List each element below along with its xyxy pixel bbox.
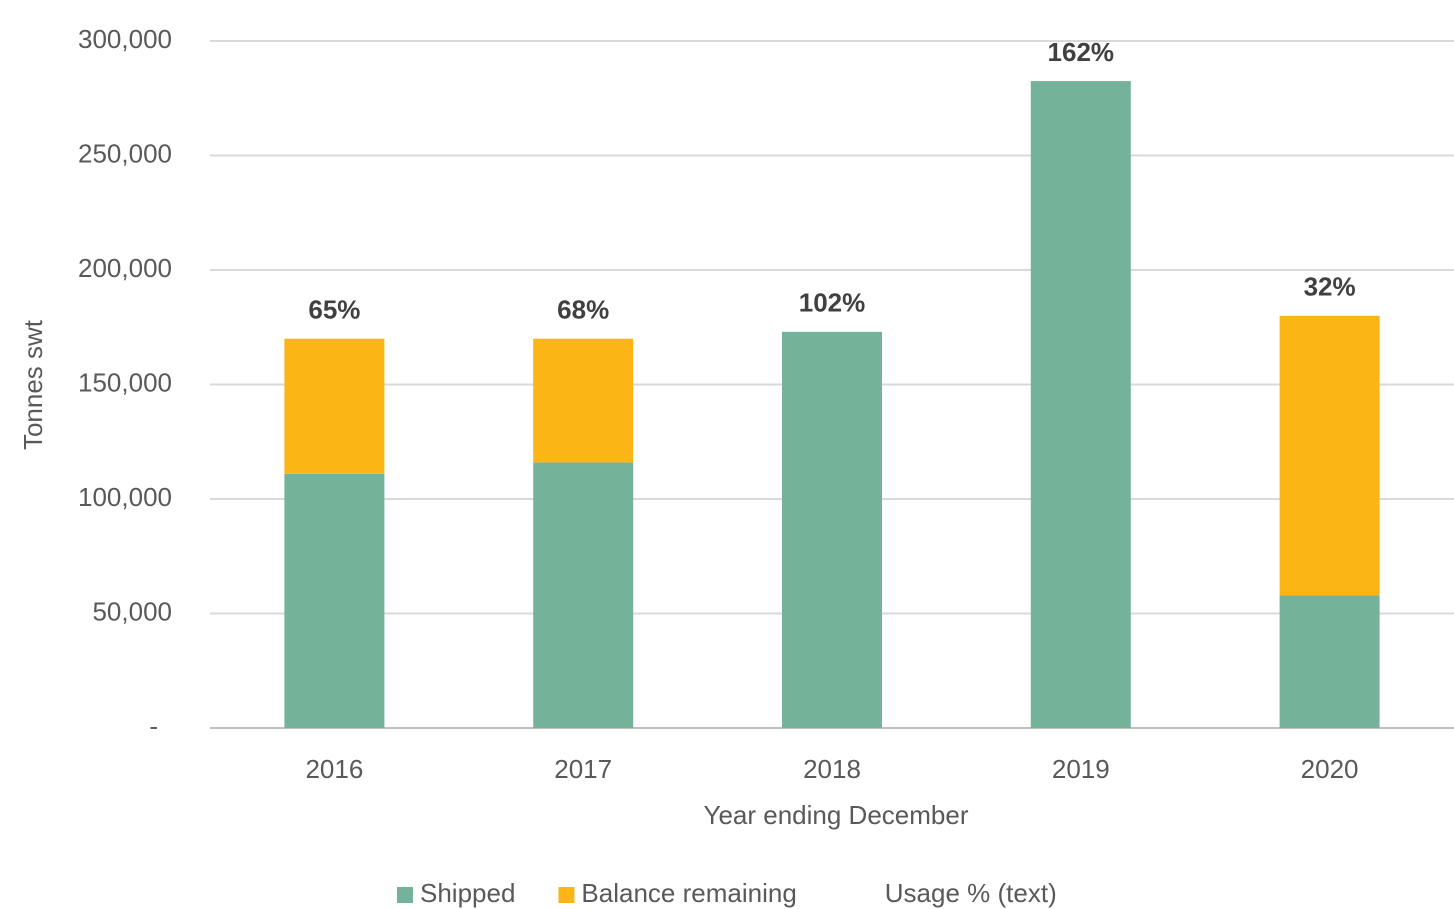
x-tick-label: 2018 (803, 754, 861, 784)
x-axis-title: Year ending December (704, 800, 969, 830)
bar-segment (284, 338, 385, 474)
legend-label: Balance remaining (581, 878, 796, 908)
y-tick-label: 300,000 (78, 24, 172, 54)
legend-label: Shipped (420, 878, 515, 908)
value-label: 102% (799, 288, 866, 318)
x-tick-label: 2017 (554, 754, 612, 784)
x-tick-label: 2020 (1301, 754, 1359, 784)
bar-segment (533, 462, 634, 728)
y-axis-title: Tonnes swt (18, 319, 48, 450)
bar-segment (1279, 315, 1380, 596)
legend-swatch (397, 887, 413, 903)
bar-segment (533, 338, 634, 463)
x-tick-label: 2016 (305, 754, 363, 784)
y-tick-label: 100,000 (78, 482, 172, 512)
x-tick-label: 2019 (1052, 754, 1110, 784)
y-tick-label: 50,000 (92, 596, 172, 626)
value-label: 65% (308, 295, 360, 325)
value-label: 68% (557, 295, 609, 325)
bar-segment (284, 473, 385, 728)
bar-segment (1030, 81, 1131, 728)
legend-label: Usage % (text) (885, 878, 1057, 908)
value-label: 32% (1304, 272, 1356, 302)
bar-segment (1279, 595, 1380, 728)
legend-swatch (558, 887, 575, 903)
bar-segment (782, 331, 882, 728)
y-tick-label: - (149, 711, 158, 741)
value-label: 162% (1048, 37, 1115, 67)
y-tick-label: 200,000 (78, 253, 172, 283)
y-tick-label: 150,000 (78, 367, 172, 397)
y-tick-label: 250,000 (78, 138, 172, 168)
